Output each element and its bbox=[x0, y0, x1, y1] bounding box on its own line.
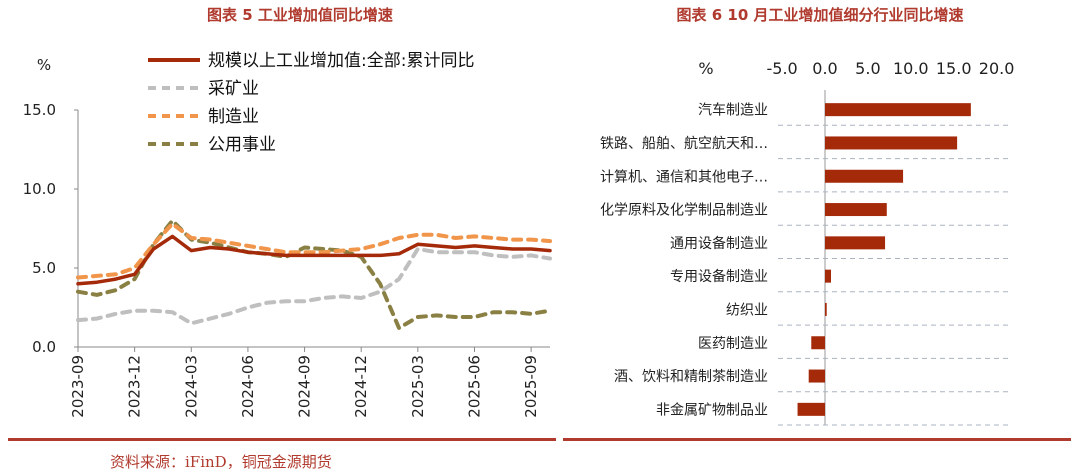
left-chart-title: 图表 5 工业增加值同比增速 bbox=[207, 6, 393, 24]
x-tick-label: -5.0 bbox=[766, 59, 797, 78]
series-line-2 bbox=[76, 221, 552, 280]
left-rule bbox=[8, 438, 556, 441]
category-label: 酒、饮料和精制茶制造业 bbox=[614, 369, 768, 385]
legend-label: 公用事业 bbox=[208, 135, 276, 155]
category-label: 专用设备制造业 bbox=[670, 268, 768, 285]
x-tick-label: 2025-03 bbox=[409, 355, 427, 418]
x-tick-label: 2024-12 bbox=[352, 355, 370, 418]
x-axis-unit: % bbox=[698, 59, 713, 78]
category-label: 医药制造业 bbox=[698, 336, 768, 352]
source-note: 资料来源：iFinD，铜冠金源期货 bbox=[110, 453, 332, 471]
x-tick-label: 2023-12 bbox=[126, 355, 144, 418]
bar bbox=[825, 236, 886, 250]
category-label: 非金属矿物制品业 bbox=[656, 402, 768, 418]
bar bbox=[825, 269, 832, 283]
bar-chart: % -5.0 0.0 5.0 10.0 15.0 20.0 汽车制造业铁路、船舶、航空航天和…… bbox=[600, 59, 1015, 426]
line-chart: % 0.0 5.0 10.0 15.0 2023-09 2023-12 2024-03 2024… bbox=[23, 51, 552, 418]
category-label: 汽车制造业 bbox=[698, 102, 768, 119]
y-axis-unit: % bbox=[37, 56, 51, 74]
right-rule bbox=[563, 438, 1071, 441]
x-tick-label: 2025-09 bbox=[522, 355, 540, 418]
bar bbox=[797, 402, 825, 416]
x-tick-label: 0.0 bbox=[812, 59, 837, 78]
x-tick-label: 2025-06 bbox=[465, 355, 483, 418]
category-label: 化学原料及化学制品制造业 bbox=[600, 203, 768, 219]
bar bbox=[825, 136, 958, 150]
right-chart-title: 图表 6 10 月工业增加值细分行业同比增速 bbox=[676, 6, 964, 24]
x-tick-label: 2024-03 bbox=[182, 355, 200, 418]
x-tick-label: 5.0 bbox=[855, 59, 880, 78]
legend-label: 采矿业 bbox=[208, 79, 259, 99]
category-label: 铁路、船舶、航空航天和… bbox=[600, 136, 768, 152]
x-tick-label: 15.0 bbox=[936, 59, 972, 78]
category-label: 纺织业 bbox=[726, 302, 768, 318]
bar bbox=[825, 169, 904, 183]
legend-label: 制造业 bbox=[208, 107, 259, 127]
x-tick-label: 2023-09 bbox=[69, 355, 87, 418]
y-tick-label: 10.0 bbox=[23, 180, 56, 198]
bar bbox=[825, 103, 971, 117]
y-tick-label: 15.0 bbox=[23, 101, 56, 119]
x-tick-label: 2024-06 bbox=[239, 355, 257, 418]
y-tick-label: 0.0 bbox=[32, 338, 56, 356]
bar bbox=[825, 203, 887, 217]
legend-label: 规模以上工业增加值:全部:累计同比 bbox=[208, 51, 474, 71]
series-line-0 bbox=[76, 234, 552, 286]
series-line-1 bbox=[76, 247, 552, 326]
x-tick-label: 2024-09 bbox=[296, 355, 314, 418]
y-tick-label: 5.0 bbox=[32, 259, 56, 277]
bar bbox=[811, 336, 825, 350]
x-tick-label: 20.0 bbox=[979, 59, 1015, 78]
x-tick-label: 10.0 bbox=[893, 59, 929, 78]
bar bbox=[825, 302, 827, 316]
bar bbox=[808, 369, 825, 383]
category-label: 通用设备制造业 bbox=[670, 235, 768, 252]
category-label: 计算机、通信和其他电子… bbox=[600, 169, 768, 185]
